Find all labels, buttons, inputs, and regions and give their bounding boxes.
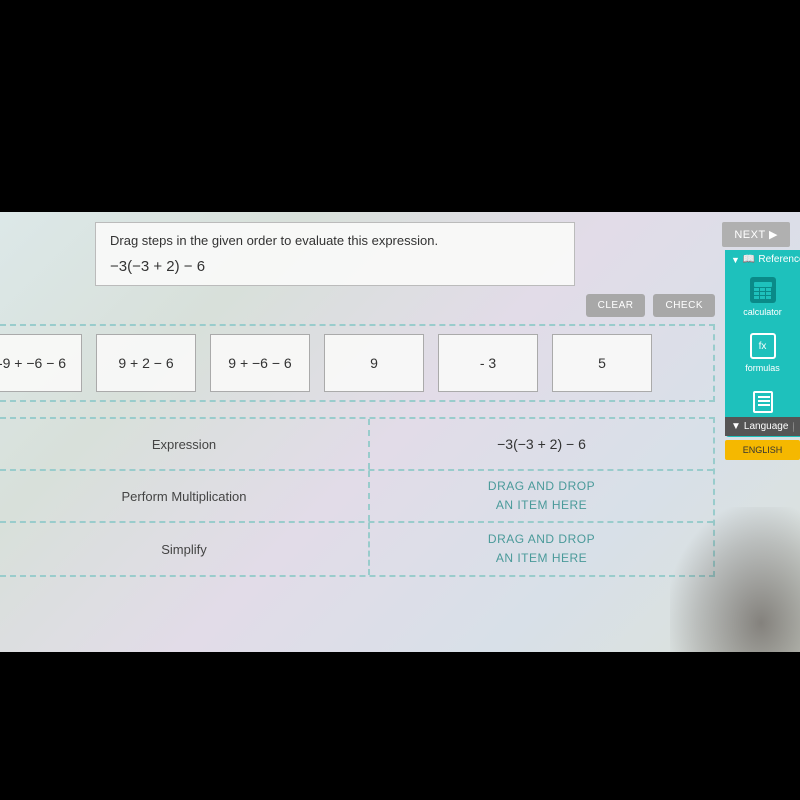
placeholder-text: AN ITEM HERE — [496, 496, 587, 515]
calculator-tool[interactable]: calculator — [725, 269, 800, 325]
solution-row-multiplication: Perform Multiplication DRAG AND DROP AN … — [0, 471, 713, 523]
clear-button[interactable]: CLEAR — [586, 294, 646, 317]
row-value: −3(−3 + 2) − 6 — [370, 419, 713, 469]
reference-header[interactable]: ▼ 📖 Reference — [725, 250, 800, 269]
tile-option[interactable]: 9 — [324, 334, 424, 392]
row-label: Perform Multiplication — [0, 471, 370, 521]
tile-option[interactable]: -9 + −6 − 6 — [0, 334, 82, 392]
reference-panel: ▼ 📖 Reference calculator fx formulas — [725, 250, 800, 437]
check-button[interactable]: CHECK — [653, 294, 715, 317]
chevron-down-icon: ▼ — [731, 255, 740, 265]
calculator-icon — [750, 277, 776, 303]
draggable-tiles-container: -9 + −6 − 6 9 + 2 − 6 9 + −6 − 6 9 - 3 5 — [0, 324, 715, 402]
formulas-icon: fx — [750, 333, 776, 359]
drop-zone[interactable]: DRAG AND DROP AN ITEM HERE — [370, 471, 713, 521]
app-screen: Drag steps in the given order to evaluat… — [0, 212, 800, 652]
globe-icon — [793, 422, 794, 432]
next-button[interactable]: NEXT ▶ — [722, 222, 790, 247]
language-header[interactable]: ▼ Language — [725, 417, 800, 436]
solution-row-simplify: Simplify DRAG AND DROP AN ITEM HERE — [0, 523, 713, 575]
formulas-label: formulas — [729, 363, 796, 373]
placeholder-text: DRAG AND DROP — [488, 530, 595, 549]
chevron-down-icon: ▼ — [731, 421, 741, 432]
tile-option[interactable]: 9 + −6 − 6 — [210, 334, 310, 392]
language-title: Language — [744, 421, 789, 432]
expression-text: −3(−3 + 2) − 6 — [110, 258, 560, 275]
action-buttons: CLEAR CHECK — [586, 294, 715, 317]
row-label: Expression — [0, 419, 370, 469]
calculator-label: calculator — [729, 307, 796, 317]
instruction-text: Drag steps in the given order to evaluat… — [110, 233, 560, 248]
solution-row-expression: Expression −3(−3 + 2) − 6 — [0, 419, 713, 471]
language-panel: ▼ Language ENGLISH — [725, 417, 800, 460]
tile-option[interactable]: 5 — [552, 334, 652, 392]
english-button[interactable]: ENGLISH — [725, 440, 800, 460]
prompt-box: Drag steps in the given order to evaluat… — [95, 222, 575, 286]
reference-title: Reference — [758, 254, 800, 265]
drop-zone[interactable]: DRAG AND DROP AN ITEM HERE — [370, 523, 713, 575]
tile-option[interactable]: - 3 — [438, 334, 538, 392]
glossary-icon — [750, 389, 776, 415]
tile-option[interactable]: 9 + 2 − 6 — [96, 334, 196, 392]
placeholder-text: AN ITEM HERE — [496, 549, 587, 568]
placeholder-text: DRAG AND DROP — [488, 477, 595, 496]
reference-label: 📖 — [743, 254, 755, 265]
formulas-tool[interactable]: fx formulas — [725, 325, 800, 381]
row-label: Simplify — [0, 523, 370, 575]
solution-table: Expression −3(−3 + 2) − 6 Perform Multip… — [0, 417, 715, 577]
